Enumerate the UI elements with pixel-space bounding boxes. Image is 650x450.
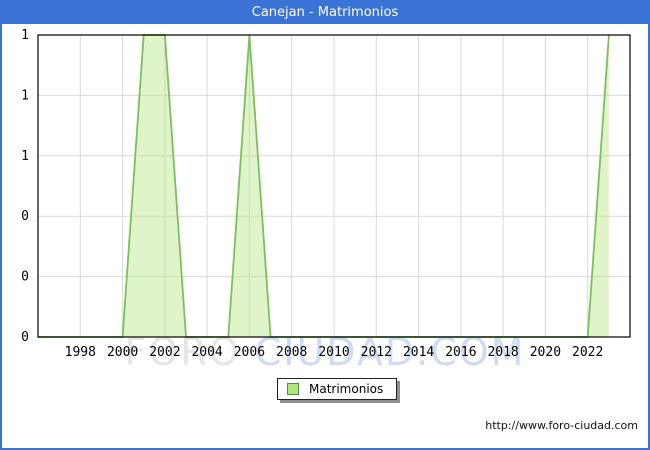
x-tick-label: 2010: [318, 345, 349, 360]
x-tick-label: 1998: [65, 345, 96, 360]
y-tick-label: 1: [21, 88, 29, 103]
x-tick-label: 2002: [149, 345, 180, 360]
x-tick-label: 2014: [403, 345, 434, 360]
x-tick-label: 2020: [530, 345, 561, 360]
x-tick-label: 2022: [572, 345, 603, 360]
title-bar: Canejan - Matrimonios: [2, 2, 648, 24]
legend-label: Matrimonios: [309, 382, 384, 396]
legend-box: Matrimonios: [277, 378, 398, 400]
x-tick-label: 2004: [191, 345, 222, 360]
chart-title: Canejan - Matrimonios: [251, 5, 399, 20]
footer-url[interactable]: http://www.foro-ciudad.com: [485, 419, 638, 432]
x-tick-label: 2000: [107, 345, 138, 360]
legend-swatch: [287, 383, 299, 395]
x-tick-label: 2006: [234, 345, 265, 360]
y-tick-label: 0: [21, 209, 29, 224]
y-tick-label: 1: [21, 149, 29, 164]
x-tick-label: 2012: [361, 345, 392, 360]
x-tick-label: 2016: [445, 345, 476, 360]
y-tick-label: 1: [21, 28, 29, 43]
y-tick-label: 0: [21, 270, 29, 285]
y-tick-label: 0: [21, 330, 29, 345]
plot-frame: [37, 34, 631, 338]
area-series: [38, 35, 609, 337]
x-tick-label: 2008: [276, 345, 307, 360]
x-tick-label: 2018: [487, 345, 518, 360]
